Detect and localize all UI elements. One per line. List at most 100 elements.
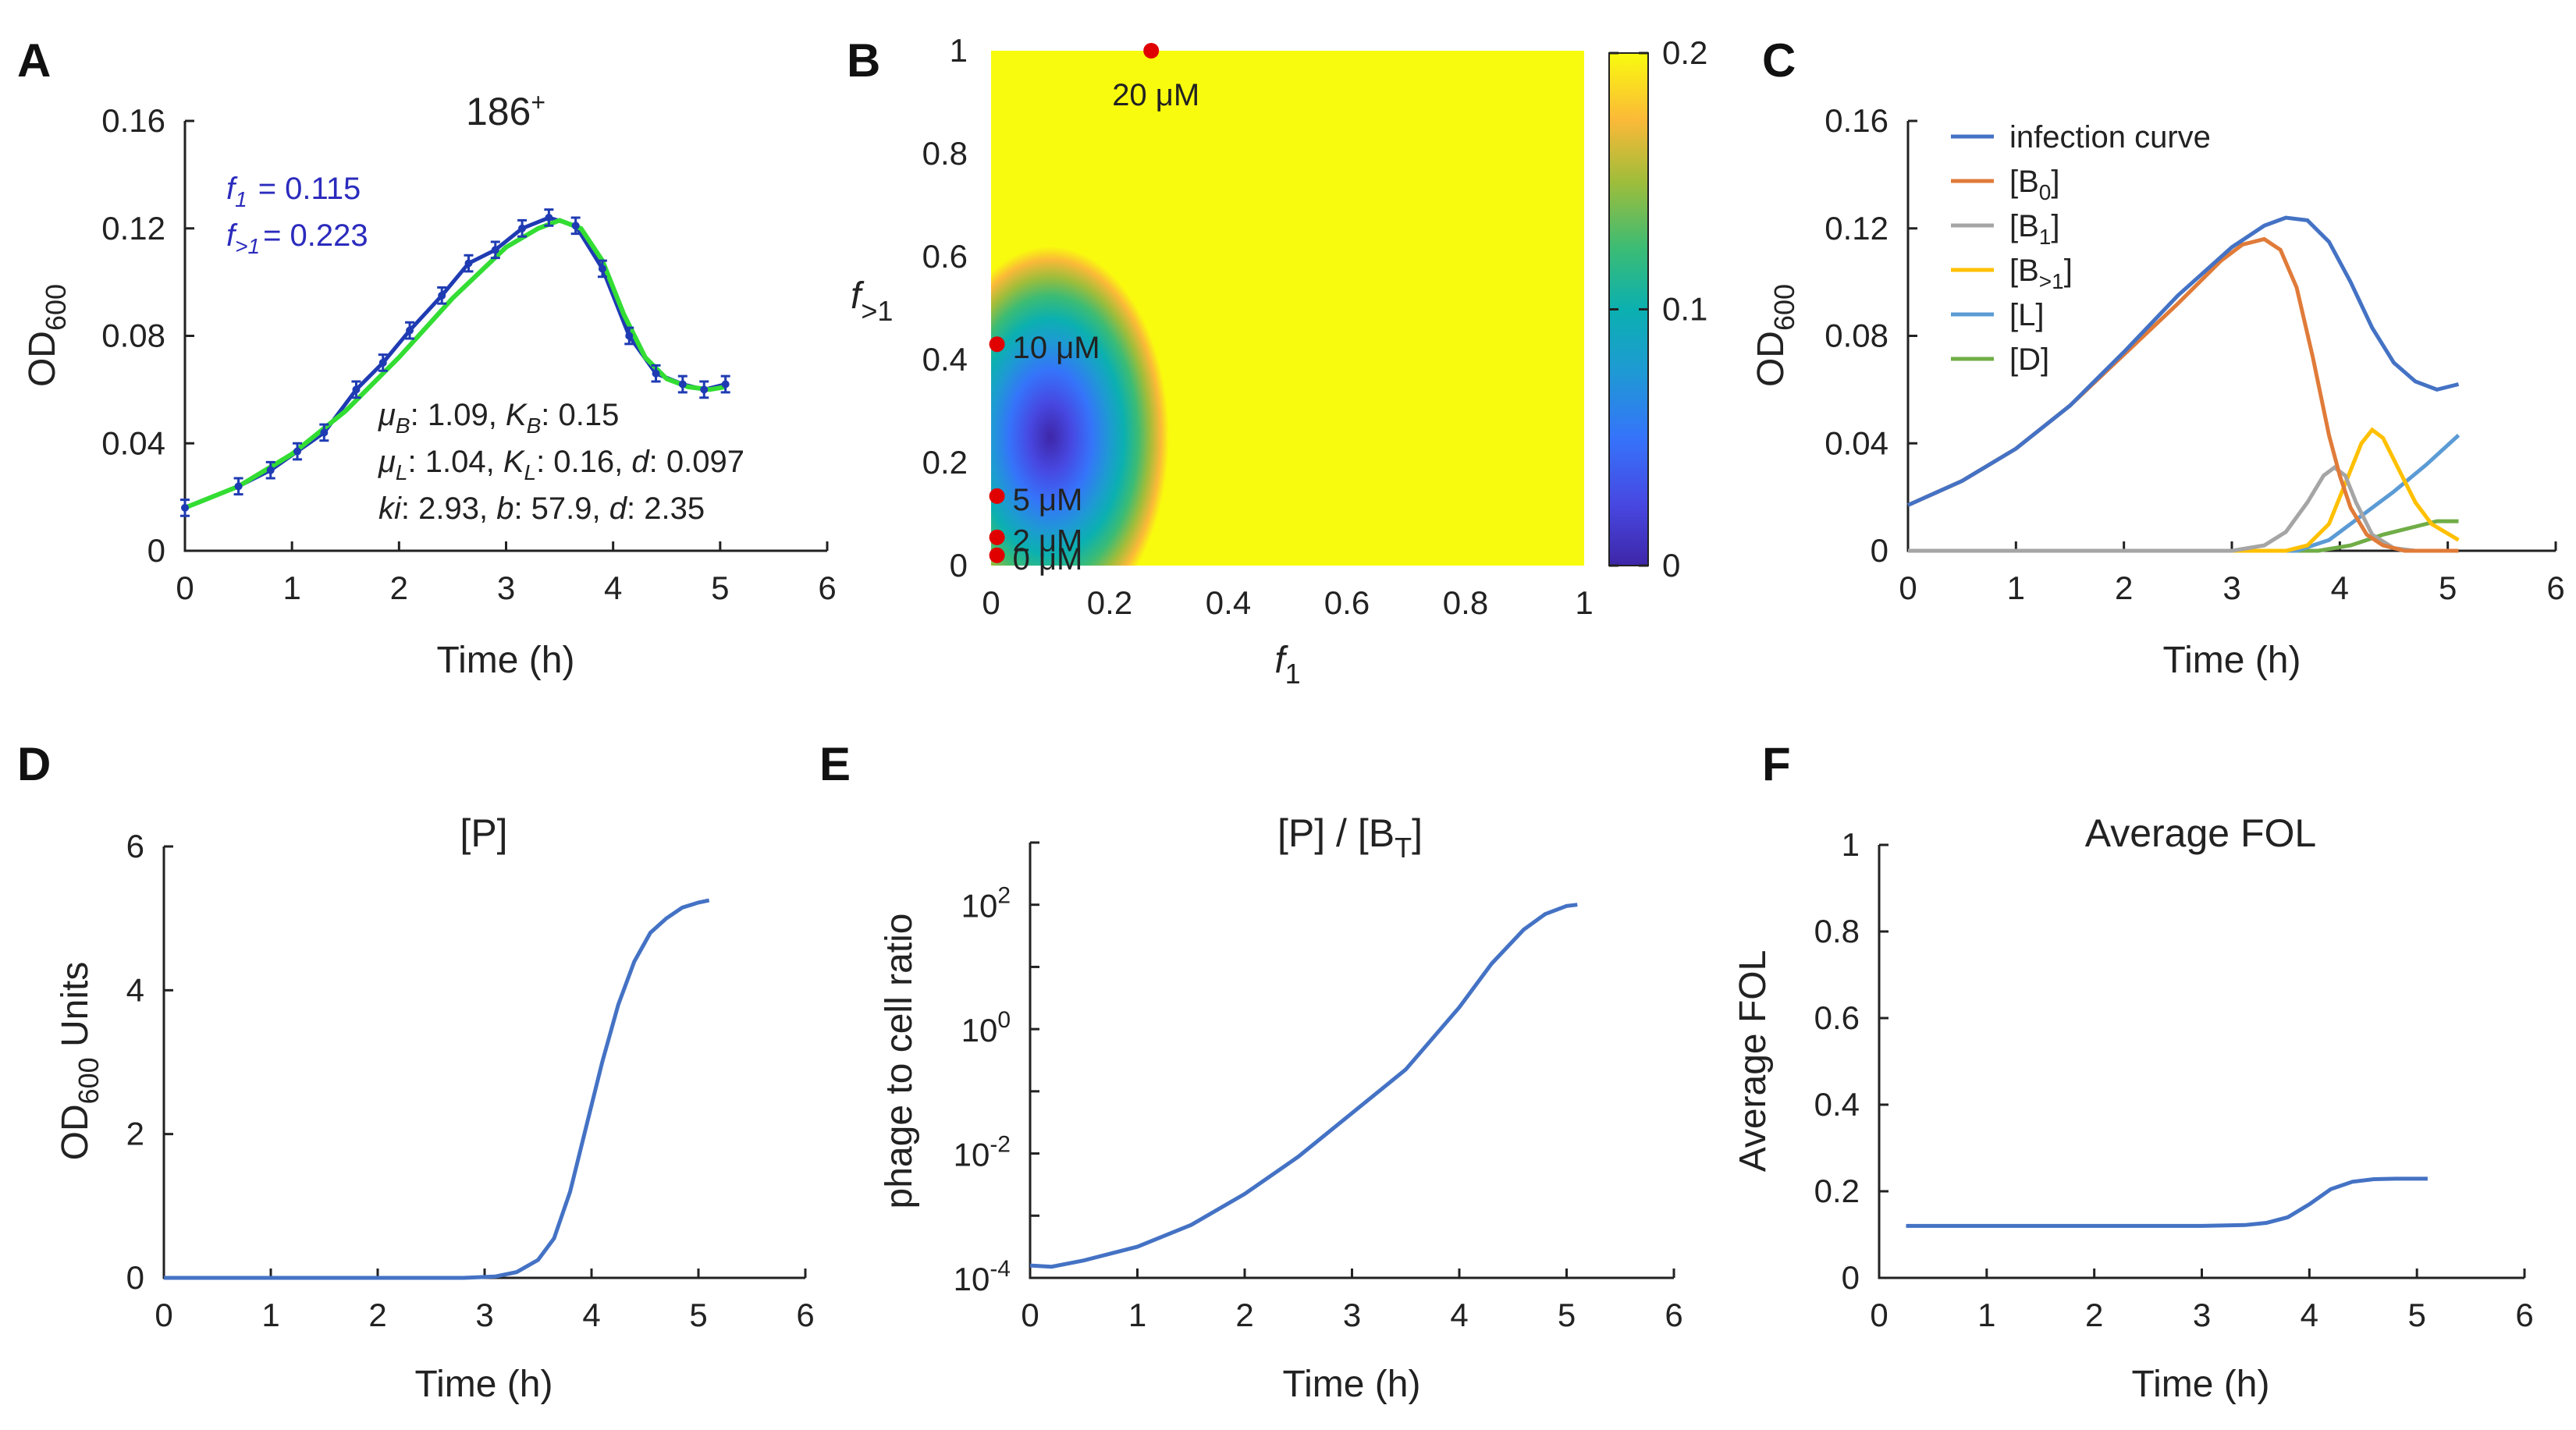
panel-f-xtick-label: 3 <box>2193 1297 2211 1333</box>
panel-d-title: [P] <box>460 811 507 855</box>
panel-f: F Average FOL 0 1 2 3 4 5 6 0 0.2 0.4 0.6 0.8 1 Time… <box>1732 738 2534 1405</box>
panel-f-xtick-label: 2 <box>2085 1297 2103 1333</box>
panel-a-xtick-label: 4 <box>604 570 622 606</box>
panel-a-data-point <box>406 326 414 335</box>
legend-label-Bgt1: [B>1] <box>2009 254 2073 293</box>
panel-c-series-B1 <box>1908 465 2459 553</box>
panel-b-xtick-label: 0.2 <box>1087 584 1132 621</box>
panel-a-data-point <box>518 224 527 232</box>
panel-e-ylabel: phage to cell ratio <box>879 914 920 1209</box>
panel-a-data-point <box>378 358 387 367</box>
panel-a-xtick-label: 6 <box>818 570 836 606</box>
panel-e-ytick-label: 10-2 <box>954 1132 1011 1173</box>
panel-e-xlabel: Time (h) <box>1283 1364 1421 1405</box>
panel-c-xtick-label: 3 <box>2222 570 2240 606</box>
panel-a-data-point <box>545 213 553 222</box>
panel-a: A 186+ 0 1 2 3 4 5 6 0 0.04 0.08 0.12 0.16 Time (h)… <box>17 34 837 681</box>
panel-f-ytick-label: 0.4 <box>1814 1086 1860 1123</box>
panel-f-xtick-label: 5 <box>2407 1297 2425 1333</box>
panel-d: D [P] 0 1 2 3 4 5 6 0 2 4 6 Time (h) OD600 Units <box>17 738 815 1405</box>
panel-a-data-point <box>625 332 634 340</box>
concentration-point <box>989 547 1005 563</box>
panel-c-axes <box>1906 121 2556 552</box>
panel-a-ytick-label: 0.16 <box>101 102 165 139</box>
panel-c-xtick-label: 0 <box>1899 570 1917 606</box>
panel-e-title: [P] / [BT] <box>1277 811 1423 864</box>
panel-f-ytick-label: 0 <box>1842 1259 1860 1296</box>
panel-c-ylabel: OD600 <box>1750 284 1800 387</box>
panel-f-xtick-label: 1 <box>1977 1297 1995 1333</box>
heatmap-minimum-region <box>991 246 1169 566</box>
panel-b-xtick-label: 0.8 <box>1443 584 1488 621</box>
legend-label-B1: [B1] <box>2009 209 2060 249</box>
panel-f-xtick-label: 6 <box>2515 1297 2533 1333</box>
panel-d-xtick-label: 5 <box>689 1297 707 1333</box>
panel-a-data-point <box>700 385 709 394</box>
panel-a-xtick-label: 0 <box>176 570 194 606</box>
panel-b-ytick-label: 0.6 <box>922 238 968 275</box>
panel-c-xtick-label: 2 <box>2115 570 2133 606</box>
panel-c-ytick-label: 0.08 <box>1825 318 1888 354</box>
panel-d-axes <box>162 846 805 1279</box>
infection-params: ki: 2.93, b: 57.9, d: 2.35 <box>378 491 705 526</box>
panel-b-ytick-label: 0.8 <box>922 135 968 172</box>
concentration-label: 20 μM <box>1112 78 1199 112</box>
panel-f-ylabel: Average FOL <box>1732 950 1774 1173</box>
legend-label-B0: [B0] <box>2009 165 2060 204</box>
panel-a-ytick-label: 0 <box>147 532 165 569</box>
panel-label-b: B <box>847 34 880 87</box>
panel-a-data-point <box>721 380 730 389</box>
panel-e-xtick-label: 1 <box>1128 1297 1146 1333</box>
panel-b-xtick-label: 1 <box>1575 584 1593 621</box>
panel-f-xtick-label: 0 <box>1870 1297 1888 1333</box>
panel-b-xtick-label: 0.4 <box>1206 584 1251 621</box>
panel-f-fol-line <box>1906 1176 2428 1228</box>
panel-f-xtick-label: 4 <box>2301 1297 2318 1333</box>
panel-a-data-point <box>652 369 660 378</box>
panel-a-xtick-label: 5 <box>711 570 729 606</box>
panel-a-data-point <box>320 428 329 437</box>
panel-f-ytick-label: 1 <box>1842 826 1860 863</box>
panel-a-ytick-label: 0.12 <box>101 210 165 247</box>
panel-f-axes <box>1878 845 2524 1279</box>
colorbar-tick-label: 0.2 <box>1662 34 1707 71</box>
panel-e-xtick-label: 2 <box>1235 1297 1253 1333</box>
panel-f-ytick-label: 0.6 <box>1814 999 1860 1036</box>
panel-d-ylabel: OD600 Units <box>55 962 105 1161</box>
panel-a-data-point <box>234 482 243 491</box>
panel-a-title: 186+ <box>466 88 545 133</box>
panel-label-e: E <box>819 738 851 790</box>
panel-d-xtick-label: 1 <box>261 1297 279 1333</box>
panel-d-ytick-label: 4 <box>126 971 144 1008</box>
legend-label-L: [L] <box>2009 298 2044 332</box>
f1-annotation: f1 = 0.115 <box>226 172 361 211</box>
panel-d-ytick-label: 6 <box>126 828 144 864</box>
panel-b-ytick-label: 0.4 <box>922 341 968 378</box>
panel-e-xtick-label: 0 <box>1021 1297 1039 1333</box>
concentration-point <box>1143 43 1160 59</box>
panel-e-xtick-label: 6 <box>1665 1297 1682 1333</box>
panel-a-data-point <box>352 385 361 394</box>
panel-a-data-point <box>464 259 473 268</box>
panel-a-data-point <box>266 466 275 474</box>
panel-a-data-point <box>598 264 606 273</box>
panel-c-xtick-label: 4 <box>2331 570 2349 606</box>
panel-a-data-point <box>438 291 446 300</box>
growth-params-l: μL: 1.04, KL: 0.16, d: 0.097 <box>378 445 744 484</box>
panel-d-xlabel: Time (h) <box>415 1364 553 1405</box>
colorbar-tick-label: 0.1 <box>1662 291 1707 328</box>
panel-c-xtick-label: 1 <box>2007 570 2025 606</box>
panel-c-series-D <box>1908 519 2459 553</box>
panel-e-ytick-label: 102 <box>961 883 1011 924</box>
panel-c-xtick-label: 6 <box>2546 570 2564 606</box>
panel-f-title: Average FOL <box>2085 811 2316 855</box>
panel-d-ytick-label: 0 <box>126 1259 144 1296</box>
panel-e-xtick-label: 4 <box>1450 1297 1468 1333</box>
panel-a-data-point <box>181 503 189 512</box>
panel-a-ylabel: OD600 <box>22 284 72 387</box>
panel-a-xtick-label: 2 <box>390 570 408 606</box>
panel-f-xlabel: Time (h) <box>2132 1364 2270 1405</box>
panel-b-xlabel: f1 <box>1274 640 1300 690</box>
panel-a-data-point <box>678 380 687 389</box>
panel-d-ytick-label: 2 <box>126 1116 144 1152</box>
